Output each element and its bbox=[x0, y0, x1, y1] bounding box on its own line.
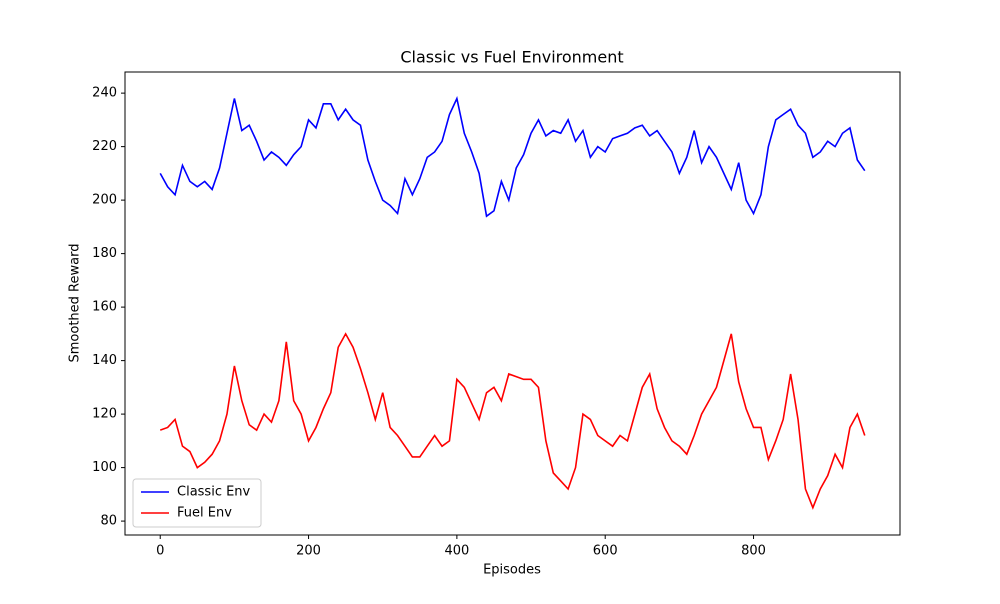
x-axis-label: Episodes bbox=[483, 563, 541, 578]
plot-frame bbox=[124, 71, 901, 536]
x-tick-label: 800 bbox=[741, 544, 766, 559]
y-tick-label: 180 bbox=[92, 246, 117, 261]
y-tick-label: 200 bbox=[92, 193, 117, 208]
legend-label: Classic Env bbox=[177, 485, 251, 500]
y-tick-label: 120 bbox=[92, 407, 117, 422]
y-tick-label: 220 bbox=[92, 139, 117, 154]
line-series bbox=[159, 95, 866, 218]
legend-label: Fuel Env bbox=[177, 506, 232, 521]
y-tick-label: 140 bbox=[92, 353, 117, 368]
x-tick-label: 400 bbox=[444, 544, 469, 559]
y-tick-label: 80 bbox=[100, 514, 117, 529]
y-tick-label: 160 bbox=[92, 300, 117, 315]
x-tick-label: 600 bbox=[593, 544, 618, 559]
chart-title: Classic vs Fuel Environment bbox=[400, 48, 623, 67]
x-tick-label: 0 bbox=[156, 544, 164, 559]
y-axis-label: Smoothed Reward bbox=[68, 244, 83, 363]
y-tick-label: 240 bbox=[92, 86, 117, 101]
legend-box bbox=[132, 478, 262, 528]
x-tick-label: 200 bbox=[296, 544, 321, 559]
line-series bbox=[159, 332, 866, 510]
y-tick-label: 100 bbox=[92, 460, 117, 475]
